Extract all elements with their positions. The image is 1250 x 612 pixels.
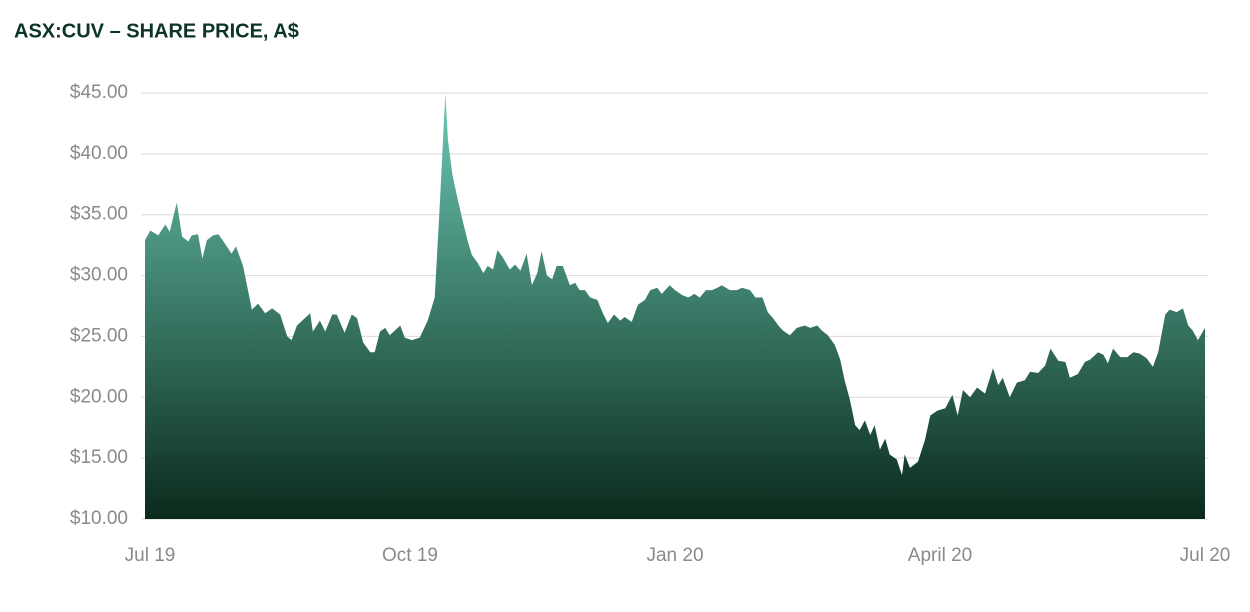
y-tick-label: $35.00 — [70, 204, 128, 225]
y-tick-label: $30.00 — [70, 265, 128, 286]
price-area — [145, 93, 1205, 519]
y-tick-label: $25.00 — [70, 325, 128, 346]
chart-title: ASX:CUV – SHARE PRICE, A$ — [14, 20, 299, 42]
x-tick-label: Jul 20 — [1180, 545, 1231, 566]
x-tick-label: Oct 19 — [382, 545, 438, 566]
y-tick-label: $15.00 — [70, 447, 128, 468]
x-tick-label: April 20 — [908, 545, 972, 566]
y-tick-label: $45.00 — [70, 82, 128, 103]
y-tick-label: $20.00 — [70, 386, 128, 407]
y-tick-label: $40.00 — [70, 143, 128, 164]
x-tick-label: Jan 20 — [646, 545, 703, 566]
y-tick-label: $10.00 — [70, 508, 128, 529]
x-tick-label: Jul 19 — [125, 545, 176, 566]
